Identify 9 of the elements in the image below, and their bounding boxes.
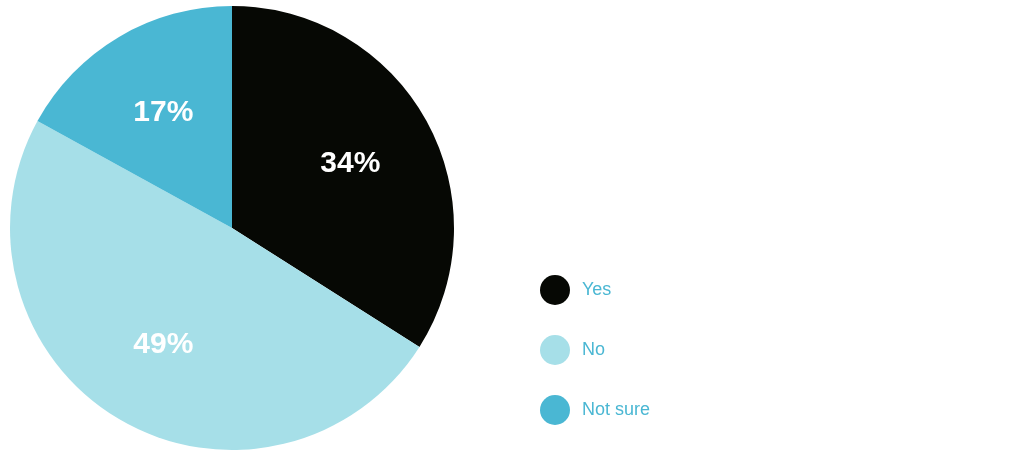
data-label: 34% [320, 144, 381, 178]
data-label: 49% [133, 326, 194, 360]
pie-slice [232, 6, 454, 347]
legend-label: Not sure [582, 399, 651, 419]
pie-slice [10, 121, 420, 450]
pie-slice [37, 6, 232, 228]
data-label: 17% [133, 93, 194, 127]
legend-label: Yes [582, 279, 612, 299]
legend-label: No [582, 339, 606, 359]
